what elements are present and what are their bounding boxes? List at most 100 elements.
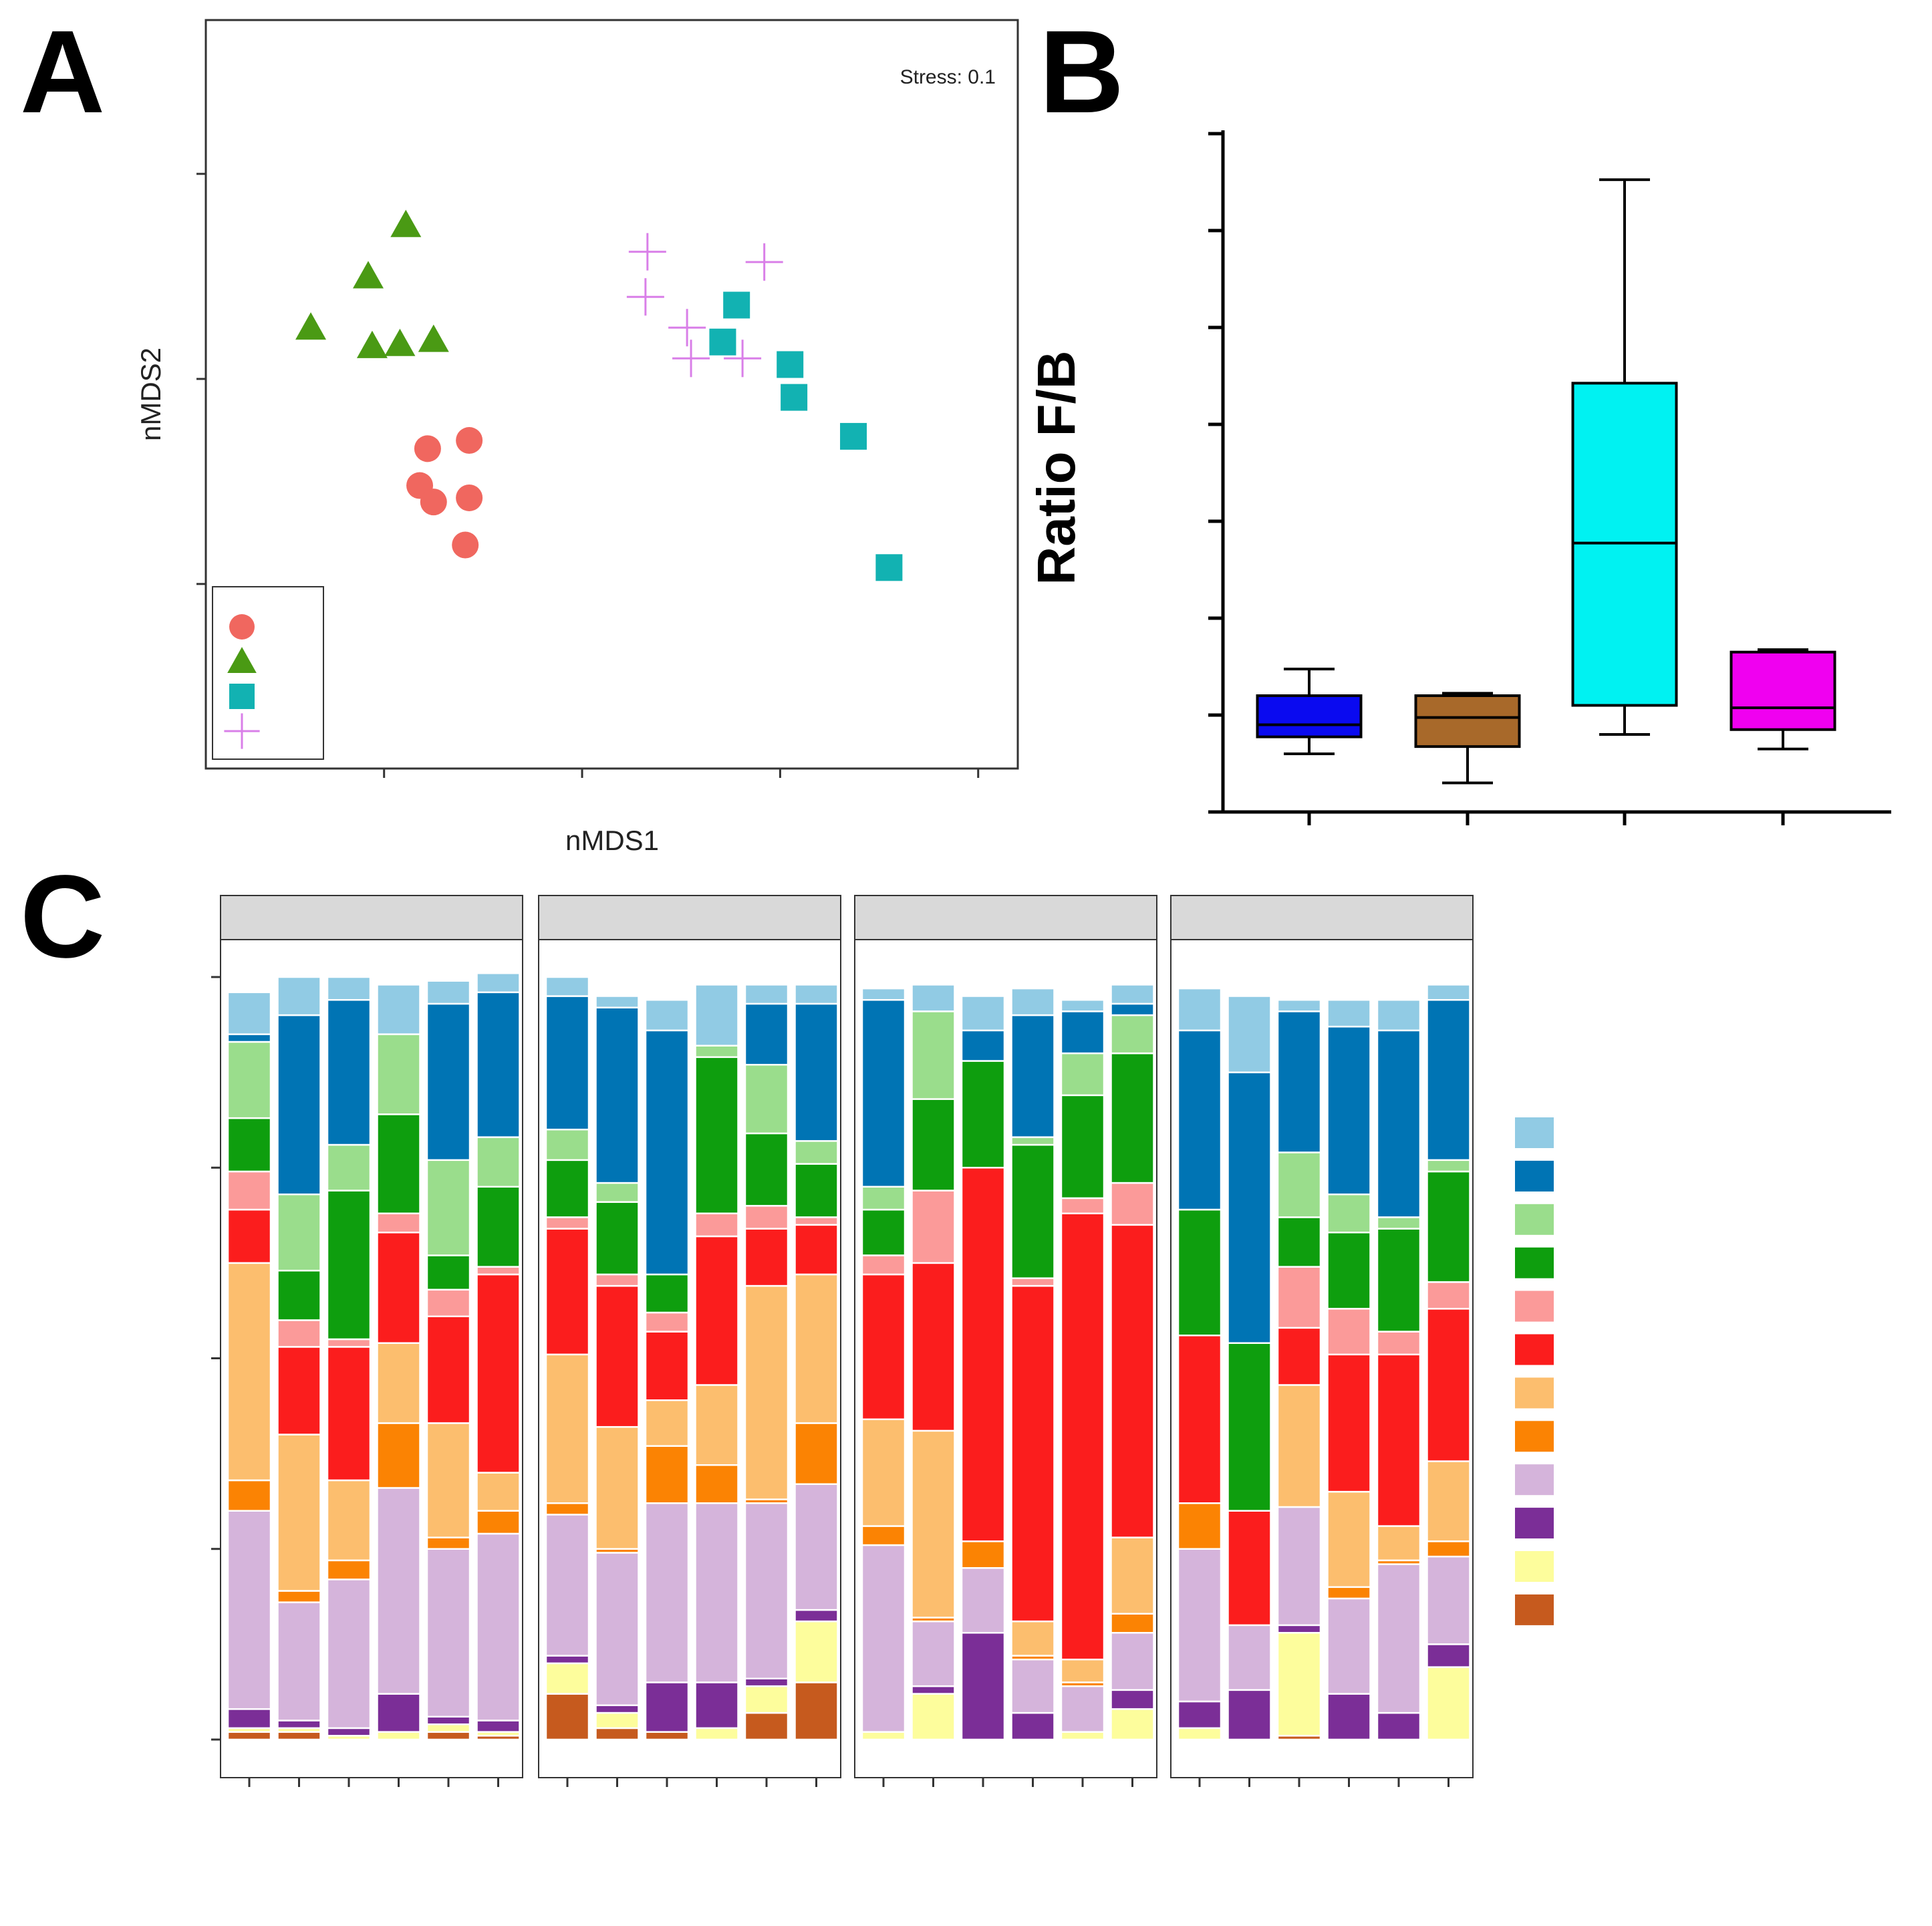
bar-segment-other: [1010, 987, 1055, 1016]
bar-segment-clostridia-lachnospiraceae: [1060, 1212, 1105, 1661]
bar-segment-other: [960, 995, 1006, 1032]
point-ccl: [356, 330, 388, 358]
bar-segment-other: [595, 995, 640, 1008]
bar-segment-bacilli-lactobacillaceae: [376, 1731, 421, 1741]
point-c: [452, 531, 479, 559]
bar-segment-bacteroidia-bacteroidaceae: [960, 1632, 1006, 1741]
bar-segment-clostridia-ruminococcaceae: [476, 1186, 521, 1268]
bar-segment-bacteroidia-muribaculaceae: [960, 1567, 1006, 1634]
stacked-bar-c2: [277, 976, 321, 1741]
bar-segment-bacteroidia-muribaculaceae: [1060, 1685, 1105, 1733]
bar-segment-bacteroidia-muribaculaceae: [545, 1514, 590, 1657]
bar-segment-clostridia-clostridiaceae-1: [911, 1429, 956, 1619]
bar-segment-bacteroidia-prevotellaceae: [1426, 1540, 1471, 1558]
bar-segment-clostridia-peptostreptococcaceae: [277, 1319, 321, 1348]
bar-segment-clostridia-peptostreptococcaceae: [1110, 1182, 1155, 1226]
bar-segment-verrucomicrobiae-akkermansiaceae: [861, 998, 906, 1188]
box-body: [1414, 694, 1521, 748]
bar-segment-bacteroidia-muribaculaceae: [911, 1620, 956, 1687]
bar-segment-clostridia-ruminococcaceae: [960, 1060, 1006, 1169]
bar-segment-clostridia-peptostreptococcaceae: [1376, 1331, 1421, 1356]
bar-segment-other: [861, 987, 906, 1001]
bar-segment-other: [794, 984, 839, 1005]
bar-segment-clostridia-ruminococcaceae: [1376, 1228, 1421, 1333]
legend-key-h: [229, 684, 255, 709]
point-ccl: [295, 312, 327, 340]
bar-segment-verrucomicrobiae-akkermansiaceae: [1177, 1029, 1222, 1211]
bar-segment-verrucomicrobiae-akkermansiaceae: [1110, 1002, 1155, 1016]
bar-segment-bacteroidia-bacteroidaceae: [694, 1681, 739, 1730]
bar-segment-verrucomicrobiae-akkermansiaceae: [227, 1033, 272, 1043]
bar-segment-clostridia-clostridiaceae-1: [1110, 1536, 1155, 1615]
bar-segment-actinobacteria-bifidobacteriaceae: [644, 1731, 690, 1741]
bar-segment-actinobacteria-bifidobacteriaceae: [595, 1727, 640, 1741]
bar-segment-clostridia-lachnospiraceae: [227, 1208, 272, 1264]
point-hcl: [672, 339, 710, 378]
bar-segment-verrucomicrobiae-akkermansiaceae: [326, 998, 372, 1146]
bar-segment-erysipelotrichia-erysipelotrichaceae: [545, 1128, 590, 1161]
stacked-bar-ccl5: [744, 984, 789, 1741]
bar-segment-other: [545, 976, 590, 997]
bar-segment-clostridia-peptostreptococcaceae: [1426, 1281, 1471, 1310]
bar-segment-clostridia-clostridiaceae-1: [426, 1422, 471, 1538]
bar-segment-clostridia-lachnospiraceae: [1010, 1284, 1055, 1623]
bar-segment-bacteroidia-bacteroidaceae: [376, 1693, 421, 1733]
bar-segment-other: [1276, 998, 1322, 1012]
bar-segment-clostridia-ruminococcaceae: [376, 1113, 421, 1214]
bar-segment-clostridia-lachnospiraceae: [911, 1262, 956, 1432]
bar-segment-verrucomicrobiae-akkermansiaceae: [644, 1029, 690, 1276]
bar-segment-bacteroidia-muribaculaceae: [277, 1601, 321, 1722]
stacked-bar-h3: [960, 995, 1006, 1741]
box-body: [1256, 694, 1363, 738]
bar-segment-bacteroidia-prevotellaceae: [376, 1422, 421, 1489]
bar-segment-clostridia-clostridiaceae-1: [595, 1425, 640, 1550]
legend-key-clostridia-lachnospiraceae: [1515, 1334, 1554, 1365]
bar-segment-erysipelotrichia-erysipelotrichaceae: [476, 1136, 521, 1188]
bar-segment-clostridia-lachnospiraceae: [694, 1235, 739, 1386]
bar-segment-clostridia-peptostreptococcaceae: [1327, 1308, 1371, 1356]
bar-segment-clostridia-ruminococcaceae: [1060, 1094, 1105, 1200]
bar-segment-verrucomicrobiae-akkermansiaceae: [1376, 1029, 1421, 1218]
stacked-bar-hcl2: [1227, 995, 1272, 1741]
bar-segment-bacteroidia-prevotellaceae: [326, 1559, 372, 1580]
stacked-bar-h6: [1110, 984, 1155, 1741]
bar-segment-bacteroidia-prevotellaceae: [227, 1479, 272, 1512]
ratio-boxplot: Ratio F/B: [1026, 130, 1891, 825]
bar-segment-bacteroidia-prevotellaceae: [694, 1464, 739, 1504]
bar-segment-clostridia-clostridiaceae-1: [227, 1262, 272, 1482]
bar-segment-erysipelotrichia-erysipelotrichaceae: [1376, 1216, 1421, 1230]
bar-segment-bacteroidia-prevotellaceae: [644, 1445, 690, 1504]
bar-segment-bacteroidia-muribaculaceae: [476, 1532, 521, 1722]
bar-segment-bacilli-lactobacillaceae: [1060, 1731, 1105, 1741]
bar-segment-bacilli-lactobacillaceae: [545, 1662, 590, 1695]
facet-strip: [220, 895, 523, 940]
point-h: [875, 554, 903, 581]
panel-label-c: C: [20, 851, 105, 982]
bar-segment-clostridia-clostridiaceae-1: [744, 1284, 789, 1500]
facet-strip: [854, 895, 1157, 940]
bar-segment-erysipelotrichia-erysipelotrichaceae: [861, 1186, 906, 1211]
bar-segment-other: [1177, 987, 1222, 1032]
bar-segment-bacteroidia-bacteroidaceae: [911, 1685, 956, 1695]
bar-segment-bacteroidia-bacteroidaceae: [545, 1655, 590, 1665]
bar-segment-erysipelotrichia-erysipelotrichaceae: [694, 1045, 739, 1059]
bar-segment-clostridia-clostridiaceae-1: [1376, 1525, 1421, 1562]
bar-segment-verrucomicrobiae-akkermansiaceae: [1426, 998, 1471, 1161]
bar-segment-clostridia-ruminococcaceae: [277, 1270, 321, 1321]
bar-segment-clostridia-peptostreptococcaceae: [861, 1254, 906, 1276]
stacked-bar-c6: [476, 972, 521, 1741]
point-hcl: [724, 339, 762, 378]
bar-segment-erysipelotrichia-erysipelotrichaceae: [326, 1143, 372, 1192]
bar-segment-clostridia-peptostreptococcaceae: [376, 1212, 421, 1234]
bar-segment-clostridia-ruminococcaceae: [1010, 1143, 1055, 1279]
bar-segment-bacilli-lactobacillaceae: [794, 1620, 839, 1683]
stacked-bar-ccl3: [644, 998, 690, 1741]
bar-segment-erysipelotrichia-erysipelotrichaceae: [1276, 1151, 1322, 1218]
bar-segment-bacteroidia-prevotellaceae: [545, 1502, 590, 1516]
bar-segment-bacteroidia-prevotellaceae: [1177, 1502, 1222, 1550]
stress-annotation: Stress: 0.1: [900, 66, 996, 88]
bar-segment-bacteroidia-bacteroidaceae: [744, 1677, 789, 1687]
bar-segment-bacteroidia-prevotellaceae: [426, 1536, 471, 1550]
stacked-bar-hcl5: [1376, 998, 1421, 1741]
bar-segment-clostridia-lachnospiraceae: [277, 1346, 321, 1435]
